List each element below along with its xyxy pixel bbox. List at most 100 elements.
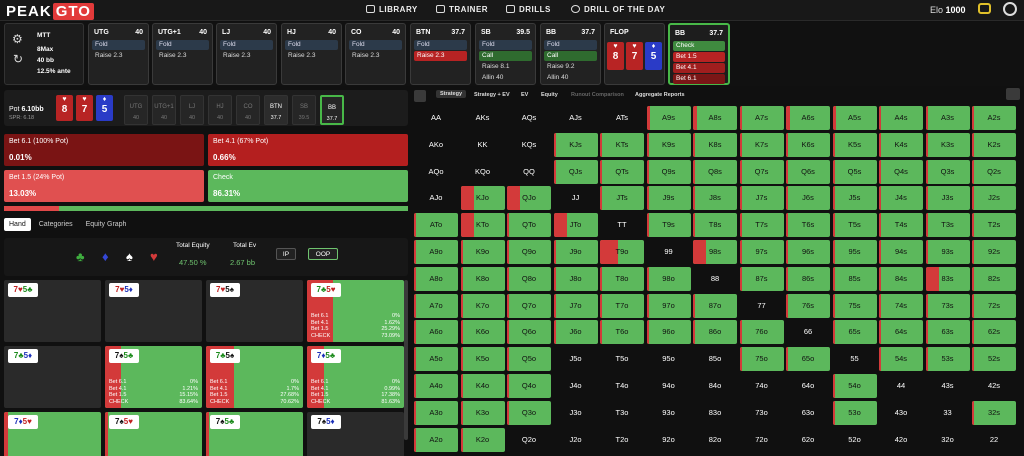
hand-cell-A7o[interactable]: A7o xyxy=(414,293,458,318)
hand-cell-64o[interactable]: 64o xyxy=(786,374,830,398)
controller-icon[interactable] xyxy=(1006,88,1020,100)
hand-cell-KQo[interactable]: KQo xyxy=(461,160,505,184)
hand-cell-A4o[interactable]: A4o xyxy=(414,374,458,398)
hand-cell-J8o[interactable]: J8o xyxy=(553,266,598,291)
hand-cell-Q5o[interactable]: Q5o xyxy=(507,347,551,372)
seat-action[interactable]: Fold xyxy=(92,40,145,50)
position-chip[interactable]: HJ 40 xyxy=(208,95,232,125)
hand-cell-JTs[interactable]: JTs xyxy=(600,186,644,211)
combo-tile[interactable]: 7♥5♦ xyxy=(105,280,202,342)
hand-cell-65o[interactable]: 65o xyxy=(786,347,830,372)
hand-cell-A3s[interactable]: A3s xyxy=(925,106,970,130)
hand-cell-KTo[interactable]: KTo xyxy=(460,213,505,238)
seat-sb[interactable]: SB 39.5 Fold Call Raise 8.1 Allin 40 xyxy=(475,23,536,85)
layout-toggle-icon[interactable] xyxy=(414,90,426,102)
hand-cell-77[interactable]: 77 xyxy=(740,294,784,318)
seat-action[interactable]: Allin 40 xyxy=(482,74,504,81)
ip-button[interactable]: IP xyxy=(276,248,296,260)
hand-cell-Q2s[interactable]: Q2s xyxy=(972,159,1016,184)
seat-bb[interactable]: BB 37.7 Fold Call Raise 9.2 Allin 40 xyxy=(540,23,601,85)
combo-tile[interactable]: 7♣5♠ Bet 6.1 0% Bet 4.1 1.7% Bet 1.5 27.68% CHE… xyxy=(206,346,303,408)
hand-cell-T9o[interactable]: T9o xyxy=(600,240,644,264)
hand-cell-J3s[interactable]: J3s xyxy=(925,186,970,211)
hand-cell-TT[interactable]: TT xyxy=(600,213,644,237)
strategy-check[interactable]: Check 86.31% xyxy=(208,170,408,202)
oop-button[interactable]: OOP xyxy=(308,248,338,260)
position-chip[interactable]: CO 40 xyxy=(236,95,260,125)
hand-cell-K6s[interactable]: K6s xyxy=(786,132,830,157)
hand-cell-65s[interactable]: 65s xyxy=(832,320,877,345)
hand-cell-83s[interactable]: 83s xyxy=(925,266,970,291)
refresh-icon[interactable]: ↻ xyxy=(13,52,24,66)
seat-action[interactable]: Allin 40 xyxy=(547,74,569,81)
position-chip[interactable]: BTN 37.7 xyxy=(264,95,288,125)
hand-cell-T4s[interactable]: T4s xyxy=(879,213,923,238)
hand-cell-Q4o[interactable]: Q4o xyxy=(507,374,551,398)
tab-strategy-ev[interactable]: Strategy + EV xyxy=(474,92,510,98)
hand-cell-32o[interactable]: 32o xyxy=(926,428,970,452)
hand-cell-K4o[interactable]: K4o xyxy=(460,374,505,398)
hand-cell-KQs[interactable]: KQs xyxy=(507,133,551,157)
strategy-bet-6-1[interactable]: Bet 6.1 (100% Pot) 0.01% xyxy=(4,134,204,166)
active-seat-bb[interactable]: BB 37.7 Check Bet 1.5 Bet 4.1 Bet 6.1 xyxy=(668,23,730,85)
hand-cell-A4s[interactable]: A4s xyxy=(879,106,923,130)
hand-cell-75o[interactable]: 75o xyxy=(739,347,784,372)
hand-cell-T7s[interactable]: T7s xyxy=(739,213,784,238)
tab-equity[interactable]: Equity xyxy=(541,92,558,98)
position-chip[interactable]: SB 39.5 xyxy=(292,95,316,125)
hand-cell-82s[interactable]: 82s xyxy=(972,266,1016,291)
hand-cell-T2s[interactable]: T2s xyxy=(972,213,1016,238)
hand-cell-66[interactable]: 66 xyxy=(786,320,830,344)
hand-cell-76o[interactable]: 76o xyxy=(739,320,784,345)
hand-cell-ATs[interactable]: ATs xyxy=(600,106,644,130)
seat-action[interactable]: Fold xyxy=(220,40,273,50)
nav-drills[interactable]: DRILLS xyxy=(506,5,551,14)
seat-lj[interactable]: LJ 40 Fold Raise 2.3 xyxy=(216,23,277,85)
position-chip[interactable]: BB 37.7 xyxy=(320,95,344,125)
seat-action[interactable]: Fold xyxy=(285,40,338,50)
hand-cell-J2s[interactable]: J2s xyxy=(972,186,1016,211)
hand-cell-K7s[interactable]: K7s xyxy=(739,132,784,157)
hand-cell-J9s[interactable]: J9s xyxy=(646,186,691,211)
hand-cell-97s[interactable]: 97s xyxy=(739,240,784,264)
hand-cell-22[interactable]: 22 xyxy=(972,428,1016,452)
hand-cell-86s[interactable]: 86s xyxy=(786,266,830,291)
hand-cell-J5o[interactable]: J5o xyxy=(554,347,598,371)
hand-cell-Q3s[interactable]: Q3s xyxy=(925,159,970,184)
hand-cell-A6o[interactable]: A6o xyxy=(414,320,458,345)
seat-hj[interactable]: HJ 40 Fold Raise 2.3 xyxy=(281,23,342,85)
tab-runout-comparison[interactable]: Runout Comparison xyxy=(571,92,624,98)
hand-cell-Q2o[interactable]: Q2o xyxy=(507,428,551,452)
hand-cell-A6s[interactable]: A6s xyxy=(786,106,830,130)
hand-cell-85s[interactable]: 85s xyxy=(832,266,877,291)
hand-cell-QJs[interactable]: QJs xyxy=(553,159,598,184)
tab-categories[interactable]: Categories xyxy=(38,221,73,228)
hand-cell-T8s[interactable]: T8s xyxy=(693,213,737,238)
combo-tile[interactable]: 7♦5♥Bet 6.10% xyxy=(4,412,101,456)
tab-aggregate-reports[interactable]: Aggregate Reports xyxy=(635,92,685,98)
hand-cell-AA[interactable]: AA xyxy=(414,106,458,130)
hand-cell-Q8s[interactable]: Q8s xyxy=(693,159,737,184)
hand-cell-33[interactable]: 33 xyxy=(926,401,970,425)
hand-cell-T9s[interactable]: T9s xyxy=(646,213,691,238)
hand-cell-Q8o[interactable]: Q8o xyxy=(507,266,551,291)
hand-cell-J8s[interactable]: J8s xyxy=(693,186,737,211)
hand-cell-74o[interactable]: 74o xyxy=(740,374,784,398)
hand-cell-T8o[interactable]: T8o xyxy=(600,266,644,291)
hand-cell-AJs[interactable]: AJs xyxy=(554,106,598,130)
hand-cell-63s[interactable]: 63s xyxy=(925,320,970,345)
hand-cell-K3o[interactable]: K3o xyxy=(460,400,505,425)
hand-cell-62o[interactable]: 62o xyxy=(786,428,830,452)
hand-cell-AQs[interactable]: AQs xyxy=(507,106,551,130)
hand-cell-K8o[interactable]: K8o xyxy=(460,266,505,291)
hand-cell-J2o[interactable]: J2o xyxy=(554,428,598,452)
gear-icon[interactable]: ⚙ xyxy=(12,32,23,46)
seat-action[interactable]: Raise 2.3 xyxy=(159,52,187,59)
hand-cell-Q6o[interactable]: Q6o xyxy=(507,320,551,345)
seat-action[interactable]: Fold xyxy=(544,40,597,50)
hand-cell-QQ[interactable]: QQ xyxy=(507,160,551,184)
seat-action[interactable]: Raise 2.3 xyxy=(414,51,467,61)
hand-cell-Q5s[interactable]: Q5s xyxy=(832,159,877,184)
hand-cell-87s[interactable]: 87s xyxy=(739,266,784,291)
clubs-filter-icon[interactable]: ♣ xyxy=(76,249,85,264)
